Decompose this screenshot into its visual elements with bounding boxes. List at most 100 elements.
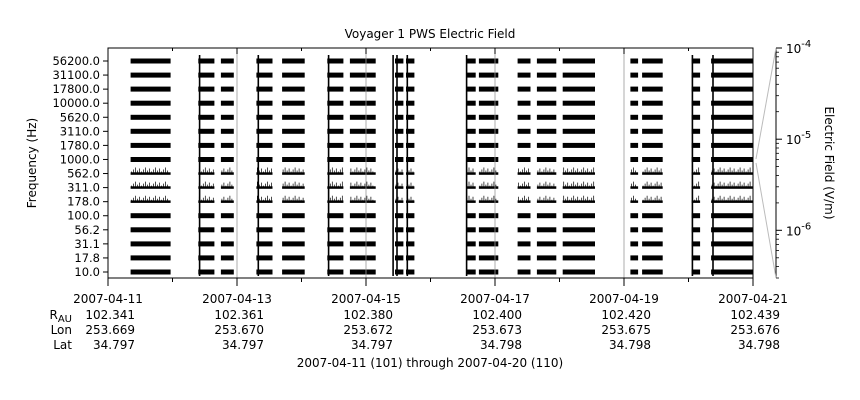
data-bar bbox=[406, 72, 415, 78]
frequency-channel-rows bbox=[130, 58, 753, 275]
data-bar bbox=[282, 255, 305, 261]
data-bar bbox=[130, 172, 171, 175]
data-bar bbox=[256, 142, 273, 148]
data-bar bbox=[711, 241, 753, 247]
data-bar bbox=[536, 157, 557, 162]
colorbar-tick-exponent: -5 bbox=[801, 130, 811, 141]
data-bar bbox=[282, 128, 305, 134]
y-axis-ticks: 10.017.831.156.2100.0178.0311.0562.01000… bbox=[52, 54, 108, 279]
channel-row-178.0 bbox=[130, 195, 753, 203]
data-bar bbox=[642, 86, 663, 92]
data-bar bbox=[536, 172, 557, 175]
data-bar bbox=[691, 86, 701, 92]
ephemeris-value: 34.797 bbox=[222, 338, 264, 352]
data-bar bbox=[642, 128, 663, 134]
channel-row-17.8 bbox=[130, 255, 753, 261]
data-bar bbox=[220, 157, 234, 162]
data-bar bbox=[630, 58, 639, 64]
ephemeris-value: 102.361 bbox=[214, 308, 264, 322]
data-bar bbox=[406, 269, 415, 275]
data-bar bbox=[466, 86, 476, 92]
data-bar bbox=[256, 114, 273, 120]
data-bar bbox=[466, 114, 476, 120]
data-bar bbox=[220, 255, 234, 261]
data-bar bbox=[282, 227, 305, 233]
channel-row-56.2 bbox=[130, 227, 753, 233]
data-bar bbox=[349, 100, 376, 106]
channel-row-1000.0 bbox=[130, 157, 753, 162]
data-bar bbox=[198, 157, 215, 162]
data-bar bbox=[349, 86, 376, 92]
y-tick-label: 56200.0 bbox=[52, 54, 100, 68]
data-bar bbox=[349, 58, 376, 64]
data-bar bbox=[517, 72, 531, 78]
data-bar bbox=[466, 172, 476, 175]
data-bar bbox=[130, 86, 171, 92]
data-bar bbox=[130, 128, 171, 134]
data-bar bbox=[198, 142, 215, 148]
channel-row-5620.0 bbox=[130, 114, 753, 120]
y-tick-label: 31.1 bbox=[74, 237, 100, 251]
data-bar bbox=[256, 86, 273, 92]
data-bar bbox=[517, 142, 531, 148]
data-bar bbox=[630, 255, 639, 261]
data-bar bbox=[536, 269, 557, 275]
data-bar bbox=[711, 72, 753, 78]
data-bar bbox=[220, 213, 234, 219]
ephemeris-value: 102.420 bbox=[601, 308, 651, 322]
data-bar bbox=[517, 255, 531, 261]
data-bar bbox=[642, 157, 663, 162]
data-bar bbox=[466, 128, 476, 134]
data-bar bbox=[642, 142, 663, 148]
data-bar bbox=[256, 200, 273, 203]
data-bar bbox=[642, 186, 663, 189]
data-bar bbox=[478, 227, 499, 233]
ephemeris-value: 34.797 bbox=[93, 338, 135, 352]
data-bar bbox=[395, 128, 404, 134]
y-tick-label: 311.0 bbox=[67, 181, 100, 195]
data-bar bbox=[349, 128, 376, 134]
x-tick-label: 2007-04-13 bbox=[202, 292, 272, 306]
data-bar bbox=[395, 142, 404, 148]
x-tick-label: 2007-04-21 bbox=[718, 292, 788, 306]
data-bar bbox=[517, 157, 531, 162]
data-bar bbox=[198, 200, 215, 203]
data-bar bbox=[349, 213, 376, 219]
data-bar bbox=[198, 172, 215, 175]
data-bar bbox=[395, 58, 404, 64]
ephemeris-value: 253.669 bbox=[85, 323, 135, 337]
ephemeris-value: 253.676 bbox=[730, 323, 780, 337]
data-bar bbox=[349, 142, 376, 148]
data-bar bbox=[711, 114, 753, 120]
data-bar bbox=[562, 227, 595, 233]
data-bar bbox=[256, 157, 273, 162]
data-bar bbox=[536, 114, 557, 120]
data-bar bbox=[256, 172, 273, 175]
data-bar bbox=[130, 58, 171, 64]
colorbar-tick-label: 10-4 bbox=[786, 39, 811, 56]
data-bar bbox=[406, 186, 415, 189]
data-bar bbox=[630, 186, 639, 189]
data-bar bbox=[642, 100, 663, 106]
data-bar bbox=[466, 255, 476, 261]
data-bar bbox=[406, 100, 415, 106]
data-bar bbox=[562, 86, 595, 92]
data-bar bbox=[642, 213, 663, 219]
data-bar bbox=[198, 114, 215, 120]
data-bar bbox=[198, 128, 215, 134]
y-tick-label: 10000.0 bbox=[52, 96, 100, 110]
ephemeris-value: 253.672 bbox=[343, 323, 393, 337]
colorbar-connector-top bbox=[755, 47, 777, 160]
data-bar bbox=[395, 227, 404, 233]
data-bar bbox=[478, 128, 499, 134]
data-bar bbox=[130, 255, 171, 261]
data-bar bbox=[630, 241, 639, 247]
x-tick-label: 2007-04-15 bbox=[331, 292, 401, 306]
data-bar bbox=[562, 157, 595, 162]
data-bar bbox=[478, 142, 499, 148]
data-bar bbox=[395, 100, 404, 106]
data-bar bbox=[642, 241, 663, 247]
x-axis-ticks: 2007-04-11 2007-04-13 2007-04-15 2007-04-17… bbox=[73, 48, 788, 306]
data-bar bbox=[630, 200, 639, 203]
data-bar bbox=[282, 186, 305, 189]
